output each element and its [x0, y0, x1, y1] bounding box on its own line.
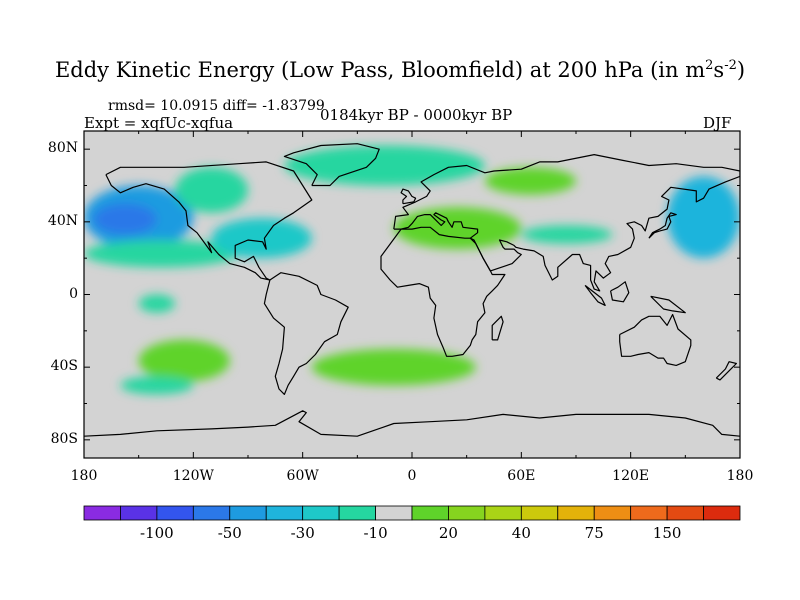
anomaly-region	[120, 376, 194, 395]
y-tick-label: 0	[69, 285, 78, 302]
colorbar-label: -50	[217, 524, 242, 542]
coastline	[491, 315, 504, 341]
colorbar-swatch	[83, 505, 121, 521]
colorbar-swatch	[484, 505, 522, 521]
y-tick-label: 80N	[47, 140, 78, 157]
axis-ticks	[83, 131, 741, 458]
coastline	[648, 212, 677, 239]
colorbar-label: -10	[363, 524, 388, 542]
colorbar-label: 20	[438, 524, 458, 542]
coastline	[105, 161, 313, 281]
period-label: 0184kyr BP - 0000kyr BP	[320, 106, 513, 124]
y-tick-label: 80S	[50, 430, 78, 447]
coastline	[650, 295, 686, 314]
colorbar-swatch	[630, 505, 668, 521]
colorbar-label: -100	[140, 524, 174, 542]
coastline	[393, 154, 740, 292]
coastline	[619, 313, 692, 366]
colorbar-swatch	[265, 505, 304, 521]
plot-title: Eddy Kinetic Energy (Low Pass, Bloomfiel…	[54, 58, 746, 82]
x-tick-label: 180	[726, 468, 754, 484]
y-tick-label: 40S	[50, 358, 78, 375]
colorbar-swatch	[703, 505, 741, 521]
colorbar-swatch	[666, 505, 704, 521]
coastline	[584, 284, 606, 306]
colorbar-swatch	[229, 505, 267, 521]
coastline	[610, 281, 630, 303]
coastline	[84, 410, 740, 437]
anomaly-fields	[84, 145, 740, 395]
colorbar-swatch	[448, 505, 486, 521]
anomaly-region	[93, 203, 157, 235]
anomaly-region	[84, 240, 239, 268]
anomaly-region	[138, 294, 176, 313]
x-tick-label: 60W	[286, 468, 319, 484]
coastline	[715, 361, 738, 381]
colorbar-label: 40	[511, 524, 531, 542]
colorbar-swatch	[520, 505, 559, 521]
anomaly-region	[484, 167, 576, 195]
coastline	[263, 272, 349, 395]
x-tick-label: 180	[70, 468, 98, 484]
x-tick-label: 120W	[172, 468, 214, 484]
x-tick-label: 60E	[507, 468, 536, 484]
colorbar-swatch	[557, 505, 595, 521]
experiment-label: Expt = xqfUc-xqfua	[84, 114, 234, 132]
x-tick-label: 120E	[612, 468, 650, 484]
stats-label: rmsd= 10.0915 diff= -1.83799	[108, 98, 325, 114]
colorbar-label: -30	[290, 524, 315, 542]
anomaly-region	[521, 225, 613, 244]
x-tick-label: 0	[407, 468, 417, 484]
anomaly-region	[284, 145, 485, 186]
colorbar	[83, 505, 741, 521]
coastlines	[84, 143, 740, 437]
coastline	[283, 143, 380, 187]
coastline	[400, 188, 417, 205]
anomaly-region	[138, 339, 230, 382]
colorbar-swatch	[302, 505, 340, 521]
anomaly-region	[175, 167, 248, 213]
colorbar-swatch	[375, 505, 413, 521]
anomaly-region	[667, 176, 740, 259]
colorbar-label: 75	[584, 524, 604, 542]
season-label: DJF	[703, 114, 732, 132]
colorbar-swatch	[593, 505, 632, 521]
anomaly-region	[311, 349, 476, 386]
anomaly-region	[211, 218, 312, 259]
y-tick-label: 40N	[47, 212, 78, 229]
colorbar-swatch	[411, 505, 449, 521]
coastline	[380, 226, 506, 357]
colorbar-swatch	[156, 505, 194, 521]
colorbar-swatch	[120, 505, 158, 521]
anomaly-region	[393, 207, 522, 250]
colorbar-label: 150	[652, 524, 682, 542]
colorbar-swatch	[192, 505, 231, 521]
colorbar-swatch	[338, 505, 376, 521]
